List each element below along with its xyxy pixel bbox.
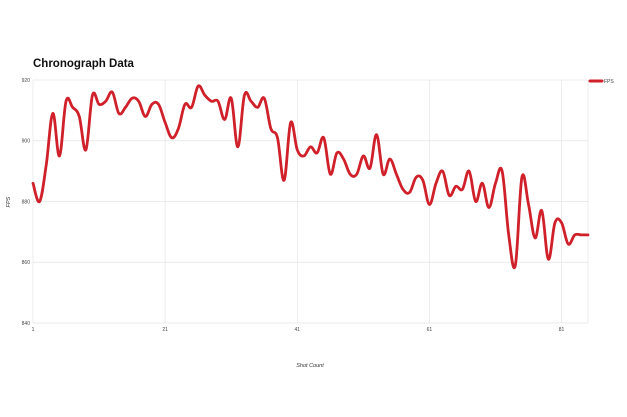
y-tick-label: 840 xyxy=(22,321,31,327)
x-tick-label: 41 xyxy=(295,327,301,333)
x-tick-label: 81 xyxy=(559,327,565,333)
y-tick-label: 900 xyxy=(22,139,31,145)
y-tick-label: 880 xyxy=(22,199,31,205)
y-axis-label: FPS xyxy=(6,196,12,207)
legend[interactable]: FPS xyxy=(588,79,614,85)
tick-labels: 840 860 880 900 920 1 21 41 61 81 xyxy=(22,78,565,333)
x-axis-label: Shot Count xyxy=(296,363,324,369)
chart-title: Chronograph Data xyxy=(33,58,134,70)
series-lines xyxy=(31,84,590,270)
x-tick-label: 61 xyxy=(427,327,433,333)
x-tick-label: 21 xyxy=(162,327,168,333)
x-tick-label: 1 xyxy=(32,327,35,333)
grid-lines xyxy=(32,79,589,324)
y-tick-label: 920 xyxy=(22,78,31,84)
y-tick-label: 860 xyxy=(22,260,31,266)
series-line-fps xyxy=(31,84,590,270)
legend-label-fps: FPS xyxy=(604,79,614,85)
